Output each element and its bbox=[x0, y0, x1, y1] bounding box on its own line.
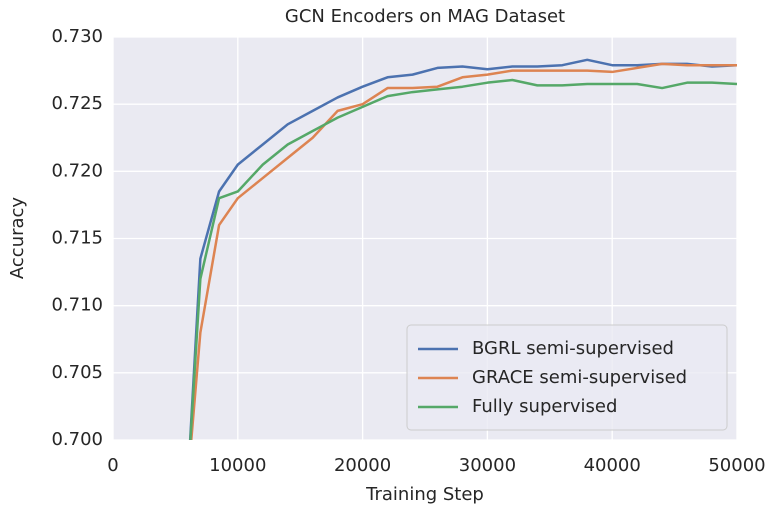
series-line bbox=[188, 58, 737, 440]
legend-box bbox=[406, 324, 728, 431]
y-axis-label: Accuracy bbox=[7, 197, 28, 280]
legend-label: GRACE semi-supervised bbox=[472, 367, 687, 388]
x-tick-label: 10000 bbox=[209, 455, 266, 476]
x-axis-label: Training Step bbox=[365, 484, 484, 505]
y-tick-label: 0.700 bbox=[51, 429, 103, 450]
x-tick-label: 0 bbox=[107, 455, 118, 476]
y-tick-label: 0.710 bbox=[51, 295, 103, 316]
series-line bbox=[190, 62, 737, 440]
x-tick-label: 50000 bbox=[708, 455, 765, 476]
x-tick-label: 20000 bbox=[334, 455, 391, 476]
y-tick-label: 0.715 bbox=[51, 228, 103, 249]
chart-title: GCN Encoders on MAG Dataset bbox=[285, 6, 565, 27]
x-tick-label: 40000 bbox=[584, 455, 641, 476]
x-tick-label: 30000 bbox=[459, 455, 516, 476]
y-tick-label: 0.730 bbox=[51, 26, 103, 47]
legend-label: BGRL semi-supervised bbox=[472, 338, 674, 359]
y-tick-label: 0.705 bbox=[51, 362, 103, 383]
series-line bbox=[189, 78, 737, 440]
legend-label: Fully supervised bbox=[472, 396, 617, 417]
y-tick-label: 0.725 bbox=[51, 93, 103, 114]
y-tick-label: 0.720 bbox=[51, 160, 103, 181]
